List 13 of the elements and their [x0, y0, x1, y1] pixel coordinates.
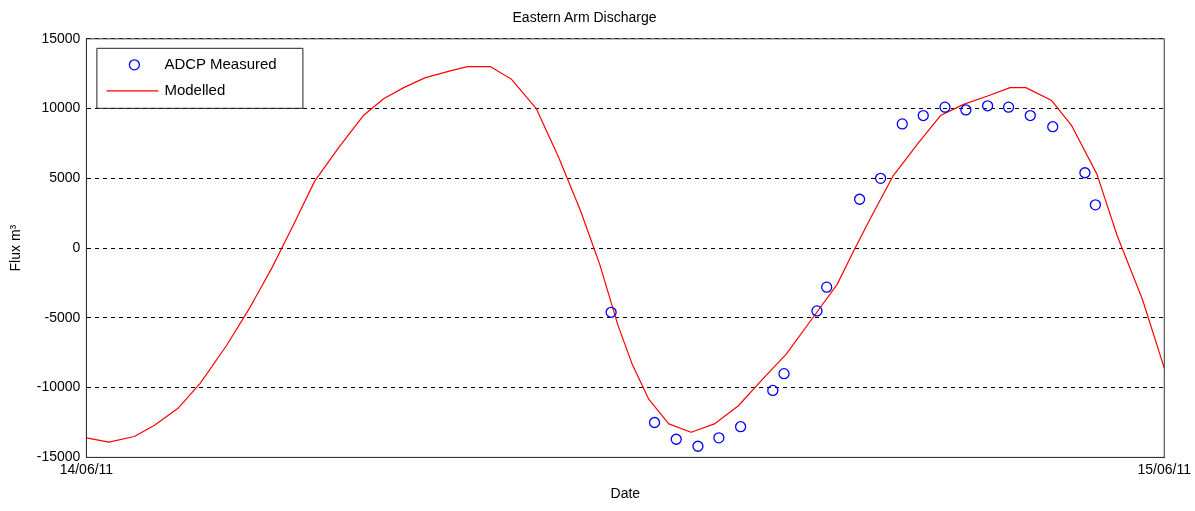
legend-label: ADCP Measured [164, 54, 277, 72]
y-tick-label: -10000 [36, 378, 81, 395]
legend-label: Modelled [164, 80, 226, 98]
x-tick-label: 15/06/11 [1137, 460, 1192, 477]
x-axis-title: Date [610, 485, 641, 502]
y-tick-label: 15000 [41, 29, 81, 46]
y-tick-label: 10000 [41, 99, 81, 116]
y-tick-label: 0 [72, 238, 81, 255]
y-axis-title: Flux m³ [7, 224, 24, 272]
x-tick-label: 14/06/11 [59, 460, 114, 477]
y-tick-label: 5000 [49, 169, 81, 186]
y-tick-label: -5000 [44, 308, 81, 325]
chart-title: Eastern Arm Discharge [512, 9, 657, 26]
